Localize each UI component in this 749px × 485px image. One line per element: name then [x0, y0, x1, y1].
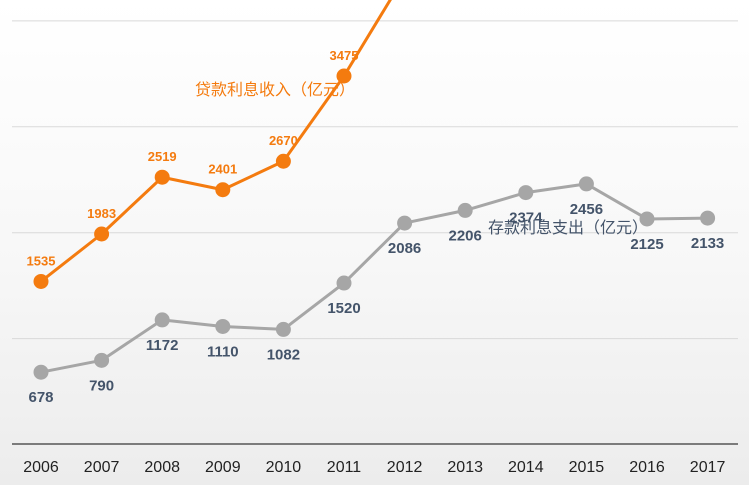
data-label-expense: 2206 [449, 227, 482, 244]
series-label-income: 贷款利息收入（亿元） [195, 80, 355, 99]
data-label-expense: 1172 [146, 337, 179, 354]
data-point-expense [275, 321, 291, 337]
series-layer: 678 790 1172 1110 1082 1520 2086 2206 2374 2456 21… [27, 0, 724, 406]
x-tick-label: 2012 [387, 459, 423, 476]
data-point-income [336, 68, 352, 84]
data-point-income [215, 182, 231, 198]
x-tick-label: 2015 [569, 459, 605, 476]
data-label-expense: 2125 [630, 236, 663, 253]
series-line-expense [40, 182, 708, 374]
data-point-expense [336, 275, 352, 291]
data-label-expense: 2456 [570, 201, 603, 218]
data-point-income [94, 226, 110, 242]
data-label-income: 1983 [87, 206, 116, 221]
data-point-expense [457, 202, 473, 218]
data-point-expense [94, 352, 110, 368]
x-tick-label: 2006 [23, 459, 59, 476]
x-tick-label: 2008 [144, 459, 180, 476]
data-point-expense [518, 185, 534, 201]
x-tick-label: 2010 [266, 459, 302, 476]
data-point-expense [397, 215, 413, 231]
data-label-expense: 2133 [691, 235, 724, 252]
data-label-income: 2401 [208, 162, 237, 177]
gridlines [12, 20, 738, 340]
data-point-expense [639, 211, 655, 227]
data-point-income [33, 273, 49, 289]
data-label-expense: 790 [89, 377, 114, 394]
x-tick-label: 2007 [84, 459, 120, 476]
data-label-expense: 1082 [267, 346, 300, 363]
x-tick-label: 2014 [508, 459, 544, 476]
data-label-expense: 1520 [327, 300, 360, 317]
data-label-income: 3475 [330, 48, 359, 63]
data-label-expense: 678 [28, 389, 53, 406]
data-label-expense: 1110 [207, 343, 239, 360]
data-label-expense: 2086 [388, 240, 421, 257]
x-tick-label: 2017 [690, 459, 726, 476]
data-point-income [275, 153, 291, 169]
data-point-expense [154, 312, 170, 328]
data-point-income [154, 169, 170, 185]
x-axis-labels: 2006 2007 2008 2009 2010 2011 2012 2013 2014 2015… [23, 459, 725, 476]
data-point-expense [33, 364, 49, 380]
series-expense: 678 790 1172 1110 1082 1520 2086 2206 2374 2456 21… [28, 176, 724, 406]
data-label-income: 1535 [27, 253, 56, 268]
series-line-income [40, 0, 392, 283]
x-tick-label: 2009 [205, 459, 241, 476]
x-tick-label: 2011 [327, 459, 362, 476]
x-tick-label: 2013 [447, 459, 483, 476]
data-label-income: 2519 [148, 149, 177, 164]
data-point-expense [578, 176, 594, 192]
data-point-expense [215, 318, 231, 334]
series-label-expense: 存款利息支出（亿元） [488, 218, 648, 237]
series-income: 1535198325192401267034754417469053285455… [27, 0, 392, 289]
data-point-expense [700, 210, 716, 226]
x-tick-label: 2016 [629, 459, 665, 476]
data-label-expense: 2374 [509, 210, 543, 227]
data-label-income: 2670 [269, 133, 298, 148]
